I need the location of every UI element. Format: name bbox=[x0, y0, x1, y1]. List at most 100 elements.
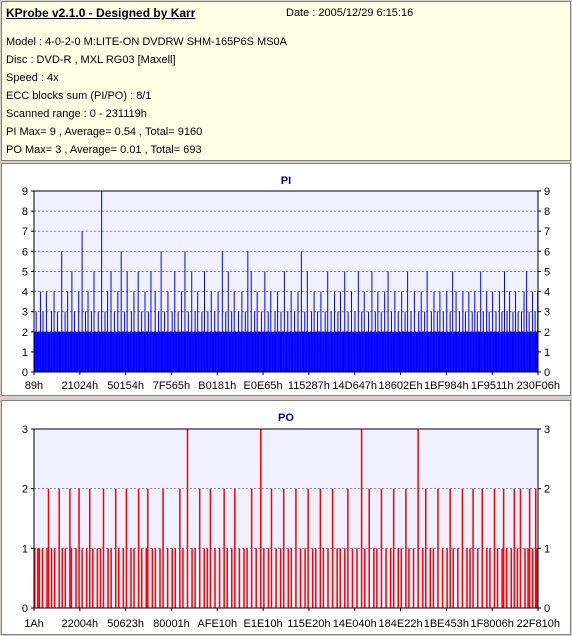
bar bbox=[62, 331, 64, 372]
bar bbox=[53, 548, 56, 608]
bar bbox=[467, 331, 469, 372]
bar bbox=[435, 331, 437, 372]
po-chart: PO 0 0 1 1 2 2 3 3 1Ah 22004h 50623h 80001h AFE10h E1E… bbox=[22, 412, 560, 630]
bar bbox=[511, 331, 513, 372]
bar bbox=[156, 331, 158, 372]
bar bbox=[379, 331, 381, 372]
bar bbox=[532, 291, 534, 372]
bar bbox=[331, 331, 333, 372]
bar bbox=[417, 429, 419, 608]
x-tick-label: E0E65h bbox=[244, 380, 283, 392]
y-tick-label-left: 5 bbox=[22, 266, 28, 278]
bar bbox=[414, 331, 416, 372]
bar bbox=[128, 331, 130, 372]
bar bbox=[528, 311, 530, 372]
bar bbox=[232, 331, 234, 372]
bar bbox=[311, 331, 313, 372]
bar bbox=[301, 331, 303, 372]
bar bbox=[260, 429, 262, 608]
bar bbox=[124, 331, 126, 372]
y-tick-label-right: 4 bbox=[544, 287, 550, 299]
bar bbox=[191, 548, 193, 608]
bar bbox=[400, 548, 403, 608]
bar bbox=[236, 331, 238, 372]
bar bbox=[71, 271, 73, 372]
x-tick-label: 21024h bbox=[61, 380, 98, 392]
bar bbox=[235, 331, 237, 372]
bar bbox=[446, 291, 448, 372]
bar bbox=[437, 331, 439, 372]
bar bbox=[413, 331, 415, 372]
bar bbox=[253, 331, 255, 372]
bar bbox=[174, 271, 176, 372]
bar bbox=[218, 331, 220, 372]
bar bbox=[351, 548, 354, 608]
bar bbox=[491, 331, 493, 372]
bar bbox=[55, 331, 57, 372]
bar bbox=[72, 331, 74, 372]
bar bbox=[458, 311, 460, 372]
bar bbox=[300, 331, 302, 372]
bar bbox=[510, 331, 512, 372]
bar bbox=[50, 331, 52, 372]
y-tick-label-left: 1 bbox=[22, 543, 28, 555]
bar bbox=[320, 291, 322, 372]
bar bbox=[265, 331, 267, 372]
bar bbox=[376, 548, 378, 608]
y-tick-label-right: 1 bbox=[544, 347, 550, 359]
bar bbox=[255, 331, 257, 372]
bar bbox=[110, 548, 112, 608]
bar bbox=[424, 311, 426, 372]
bar bbox=[101, 191, 103, 372]
bar bbox=[456, 331, 458, 372]
bar bbox=[266, 331, 268, 372]
bar bbox=[85, 548, 88, 608]
bar bbox=[521, 311, 522, 372]
bar bbox=[181, 331, 183, 372]
bar bbox=[452, 271, 454, 372]
bar bbox=[285, 331, 287, 372]
bar bbox=[208, 331, 210, 372]
bar bbox=[424, 488, 427, 608]
bar bbox=[83, 331, 85, 372]
bar bbox=[408, 548, 410, 608]
plot-frame bbox=[33, 428, 539, 609]
bar bbox=[317, 311, 319, 372]
bar bbox=[212, 331, 214, 372]
x-tick-label: 1F8006h bbox=[470, 618, 513, 630]
bar bbox=[421, 548, 424, 608]
bar bbox=[440, 331, 442, 372]
bar bbox=[47, 331, 49, 372]
bar bbox=[180, 331, 182, 372]
bar bbox=[136, 331, 138, 372]
bar bbox=[532, 331, 534, 372]
bar bbox=[502, 488, 505, 608]
bar bbox=[174, 548, 177, 608]
bar bbox=[99, 331, 101, 372]
bar bbox=[237, 311, 239, 372]
y-tick-label-left: 2 bbox=[22, 484, 28, 496]
bar bbox=[522, 331, 524, 372]
bar bbox=[464, 331, 466, 372]
bar bbox=[502, 331, 504, 372]
bar bbox=[75, 331, 77, 372]
bar bbox=[356, 548, 358, 608]
bar bbox=[304, 311, 306, 372]
bar bbox=[170, 331, 172, 372]
bar bbox=[429, 331, 431, 372]
bar bbox=[488, 311, 490, 372]
bar bbox=[336, 548, 338, 608]
pi-chart-panel: PI 0 0 1 1 2 2 3 3 4 4 5 5 6 6 7 7 8 8 9 9 89h 21024h 50154h 7F5… bbox=[1, 163, 571, 396]
bar bbox=[286, 331, 288, 372]
bar bbox=[452, 548, 454, 608]
bar bbox=[510, 548, 513, 608]
bar bbox=[121, 331, 123, 372]
bar bbox=[133, 548, 135, 608]
bar bbox=[384, 291, 386, 372]
bar bbox=[461, 488, 464, 608]
bar bbox=[53, 291, 55, 372]
bar bbox=[63, 331, 65, 372]
y-tick-label-left: 9 bbox=[22, 186, 28, 198]
bar bbox=[404, 311, 406, 372]
bar bbox=[64, 548, 67, 608]
